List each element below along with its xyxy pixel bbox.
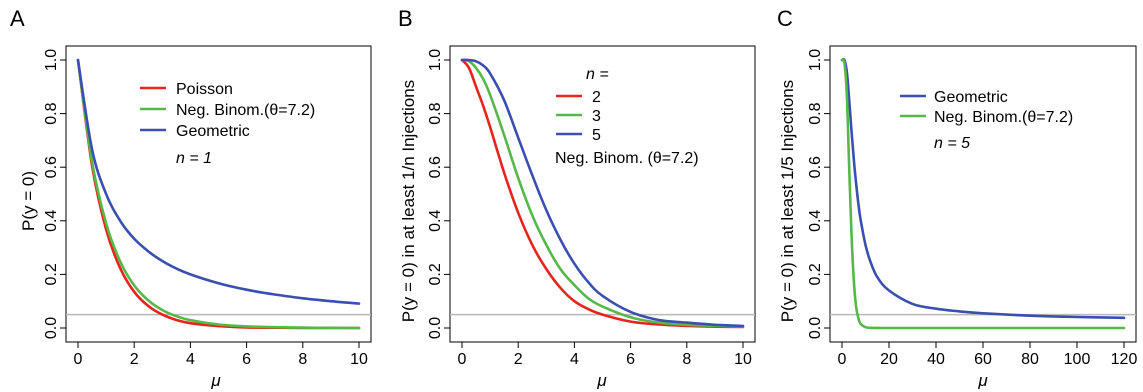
panel-letter: C	[777, 6, 793, 31]
panel-letter: A	[10, 6, 25, 31]
y-tick-label: 0.0	[43, 317, 60, 339]
y-tick-label: 1.0	[427, 49, 444, 71]
legend-header: n =	[586, 66, 609, 83]
plot-frame	[65, 45, 372, 343]
y-tick-label: 1.0	[807, 49, 824, 71]
y-tick-label: 0.4	[807, 210, 824, 232]
x-tick-label: 4	[570, 351, 579, 368]
x-tick-label: 80	[1021, 351, 1039, 368]
legend-note: n = 1	[176, 150, 212, 167]
x-tick-label: 4	[186, 351, 195, 368]
panel-c: C P(y = 0) in at least 1/5 Injections μ …	[777, 6, 1137, 390]
x-tick-label: 0	[74, 351, 83, 368]
panel-letter: B	[398, 6, 413, 31]
legend: Poisson Neg. Binom.(θ=7.2) Geometric n =…	[140, 81, 315, 167]
series-line-1	[460, 58, 745, 329]
x-axis-title: μ	[977, 371, 988, 390]
panel-b: B P(y = 0) in at least 1/n Injections μ …	[398, 6, 756, 390]
y-tick-label: 1.0	[43, 49, 60, 71]
series-line-2	[840, 58, 1126, 330]
x-tick-label: 20	[880, 351, 898, 368]
x-axis-title: μ	[210, 371, 221, 390]
y-tick-label: 0.2	[43, 263, 60, 285]
series-line-2	[460, 58, 745, 328]
y-tick-label: 0.6	[427, 156, 444, 178]
x-tick-label: 100	[1064, 351, 1091, 368]
legend-label-n2: 2	[592, 89, 601, 106]
series-line-1	[76, 58, 361, 330]
legend-label-geometric: Geometric	[176, 123, 250, 140]
x-tick-label: 0	[458, 351, 467, 368]
y-tick-label: 0.8	[43, 102, 60, 124]
legend-note: Neg. Binom. (θ=7.2)	[555, 150, 699, 167]
x-tick-label: 10	[734, 351, 752, 368]
x-axis-title: μ	[596, 371, 607, 390]
legend: Geometric Neg. Binom.(θ=7.2) n = 5	[900, 89, 1073, 152]
y-tick-label: 0.6	[807, 156, 824, 178]
x-tick-label: 10	[350, 351, 368, 368]
legend-label-n5: 5	[592, 127, 601, 144]
x-tick-label: 40	[927, 351, 945, 368]
x-tick-label: 120	[1111, 351, 1138, 368]
x-tick-label: 2	[130, 351, 139, 368]
y-tick-label: 0.2	[427, 263, 444, 285]
y-tick-label: 0.8	[807, 102, 824, 124]
series-line-1	[840, 57, 1126, 320]
legend-note: n = 5	[934, 135, 970, 152]
series-line-3	[76, 58, 361, 305]
x-tick-label: 60	[974, 351, 992, 368]
y-tick-label: 0.6	[43, 156, 60, 178]
legend-label-geometric: Geometric	[934, 89, 1008, 106]
legend-label-negbinom: Neg. Binom.(θ=7.2)	[176, 102, 315, 119]
y-tick-label: 0.8	[427, 102, 444, 124]
y-axis-title: P(y = 0)	[19, 171, 38, 231]
legend-label-negbinom: Neg. Binom.(θ=7.2)	[934, 109, 1073, 126]
x-tick-label: 6	[242, 351, 251, 368]
x-tick-label: 8	[682, 351, 691, 368]
series-line-3	[460, 58, 745, 328]
plot-frame	[449, 45, 756, 343]
series-line-2	[76, 58, 361, 330]
legend: n = 2 3 5 Neg. Binom. (θ=7.2)	[555, 66, 699, 167]
x-tick-label: 8	[298, 351, 307, 368]
y-axis-title: P(y = 0) in at least 1/n Injections	[399, 80, 418, 322]
x-tick-label: 0	[838, 351, 847, 368]
x-tick-label: 6	[626, 351, 635, 368]
y-tick-label: 0.0	[807, 317, 824, 339]
y-tick-label: 0.4	[43, 210, 60, 232]
x-tick-label: 2	[514, 351, 523, 368]
y-tick-label: 0.4	[427, 210, 444, 232]
legend-label-poisson: Poisson	[176, 81, 233, 98]
panel-a: A P(y = 0) μ Poisson Neg. Binom.(θ=7.2) …	[10, 6, 372, 390]
legend-label-n3: 3	[592, 108, 601, 125]
y-tick-label: 0.2	[807, 263, 824, 285]
y-tick-label: 0.0	[427, 317, 444, 339]
y-axis-title: P(y = 0) in at least 1/5 Injections	[778, 80, 797, 322]
